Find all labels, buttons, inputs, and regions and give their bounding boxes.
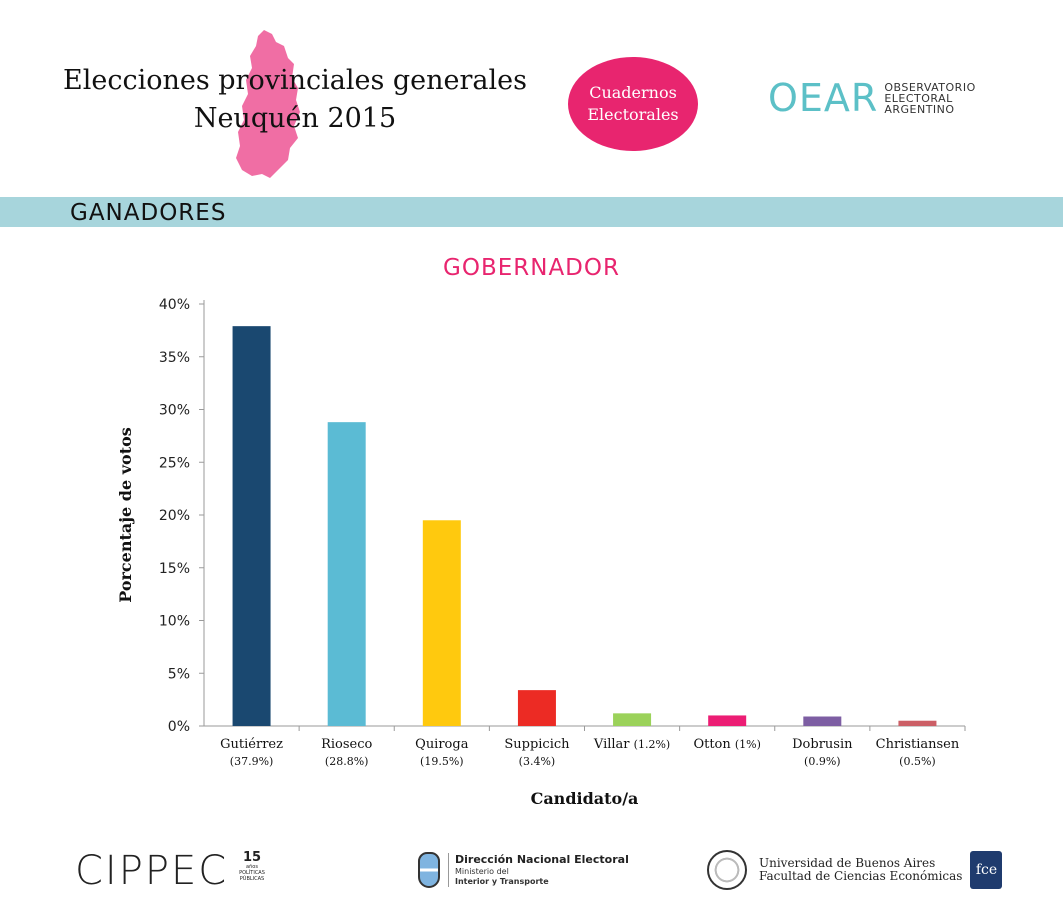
y-tick-label: 25%	[159, 455, 190, 471]
oear-line-1: OBSERVATORIO	[884, 80, 976, 94]
x-tick-label: Villar (1.2%)	[593, 737, 670, 752]
x-tick-label: Christiansen	[876, 737, 960, 752]
uba-line-1: Universidad de Buenos Aires	[759, 856, 936, 870]
oear-mark: OEAR	[768, 76, 879, 120]
bar-1	[232, 326, 271, 726]
y-tick-label: 15%	[159, 561, 190, 577]
dne-line-2: Ministerio del	[455, 867, 509, 876]
y-tick-label: 35%	[159, 350, 190, 366]
fce-logo: fce	[970, 851, 1003, 889]
x-tick-pct: (1%)	[735, 738, 761, 751]
page-title: Elecciones provinciales generales Neuqué…	[60, 62, 530, 138]
cuadernos-electorales-badge: Cuadernos Electorales	[568, 57, 698, 151]
x-tick-name: Otton	[693, 737, 734, 752]
x-tick-label: Dobrusin	[792, 737, 853, 752]
bar-5	[613, 713, 652, 726]
cippec-badge-policies: POLÍTICAS PÚBLICAS	[239, 870, 265, 882]
bar-6	[708, 715, 747, 726]
section-label: GANADORES	[70, 200, 227, 226]
oear-line-3: ARGENTINO	[884, 102, 955, 116]
dne-line-1: Dirección Nacional Electoral	[455, 853, 629, 866]
badge-line-1: Cuadernos	[589, 83, 677, 102]
x-tick-label: Quiroga	[415, 737, 469, 752]
uba-line-2: Facultad de Ciencias Económicas	[759, 869, 963, 883]
y-tick-label: 30%	[159, 403, 190, 419]
x-tick-pct: (37.9%)	[230, 755, 274, 768]
title-line-2: Neuquén 2015	[193, 103, 397, 134]
x-tick-pct: (19.5%)	[420, 755, 464, 768]
cippec-badge-number: 15	[242, 850, 262, 865]
x-tick-label: Suppicich	[504, 737, 570, 752]
x-tick-label: Gutiérrez	[220, 737, 283, 752]
oear-subtitle: OBSERVATORIO ELECTORAL ARGENTINO	[884, 82, 975, 115]
title-line-1: Elecciones provinciales generales	[63, 65, 527, 96]
bar-3	[422, 520, 461, 726]
cippec-badge-subtitle: años POLÍTICAS PÚBLICAS	[238, 864, 266, 882]
bar-8	[898, 720, 937, 726]
badge-line-2: Electorales	[587, 105, 679, 124]
uba-logo: Universidad de Buenos Aires Facultad de …	[707, 850, 1003, 890]
x-tick-pct: (0.9%)	[804, 755, 841, 768]
y-tick-label: 5%	[168, 666, 190, 682]
cippec-logo: CIPPEC	[75, 848, 229, 894]
chart-title: GOBERNADOR	[443, 255, 620, 281]
y-tick-label: 20%	[159, 508, 190, 524]
argentina-shield-icon	[418, 852, 440, 888]
oear-logo: OEAR OBSERVATORIO ELECTORAL ARGENTINO	[768, 76, 976, 120]
x-axis-label: Candidato/a	[531, 789, 639, 808]
bar-7	[803, 716, 842, 726]
x-tick-pct: (3.4%)	[519, 755, 556, 768]
oear-line-2: ELECTORAL	[884, 91, 953, 105]
bar-4	[517, 690, 556, 726]
dne-text: Dirección Nacional Electoral Ministerio …	[448, 853, 629, 887]
x-tick-pct: (0.5%)	[899, 755, 936, 768]
uba-seal-icon	[707, 850, 747, 890]
x-tick-pct: (1.2%)	[634, 738, 671, 751]
y-tick-label: 40%	[159, 297, 190, 313]
cippec-15-badge: 15	[238, 850, 266, 865]
neuquen-map-icon	[236, 30, 300, 178]
x-tick-label: Rioseco	[321, 737, 372, 752]
x-tick-name: Villar	[593, 737, 634, 752]
y-axis-label: Porcentaje de votos	[116, 427, 135, 603]
bar-2	[327, 422, 366, 726]
dne-line-3: Interior y Transporte	[455, 877, 549, 886]
dne-logo: Dirección Nacional Electoral Ministerio …	[418, 852, 629, 888]
y-tick-label: 0%	[168, 719, 190, 735]
cippec-badge-years: años	[246, 864, 258, 870]
x-tick-label: Otton (1%)	[693, 737, 760, 752]
x-tick-pct: (28.8%)	[325, 755, 369, 768]
uba-text: Universidad de Buenos Aires Facultad de …	[759, 857, 962, 883]
section-band	[0, 197, 1063, 227]
y-tick-label: 10%	[159, 614, 190, 630]
